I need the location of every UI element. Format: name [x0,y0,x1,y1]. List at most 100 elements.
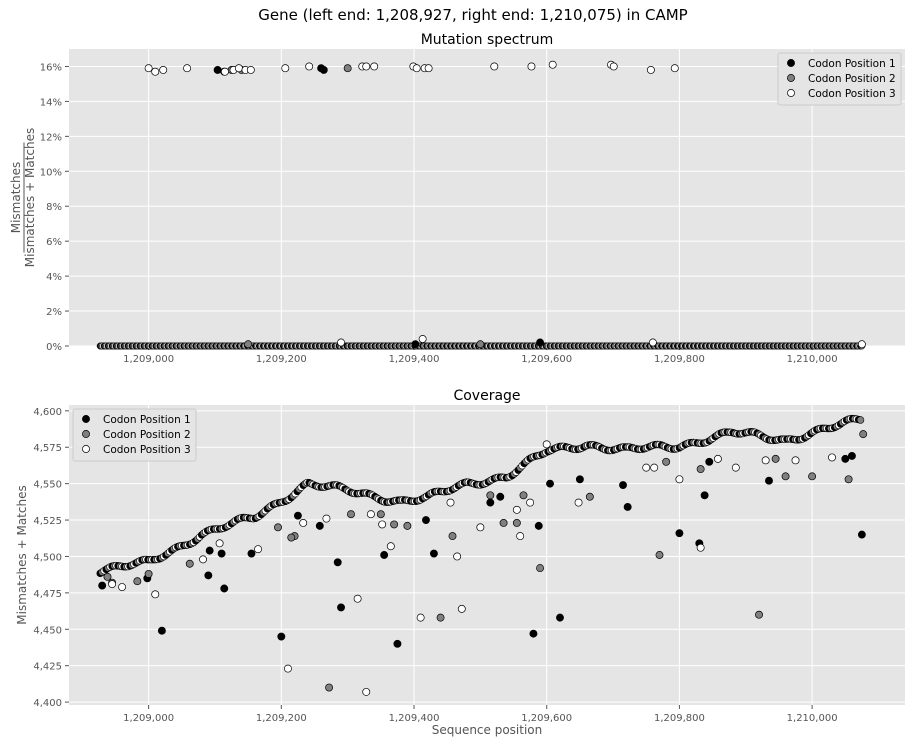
legend-label-codon-position-3: Codon Position 3 [103,444,191,456]
codon-position-1-point [429,549,438,558]
codon-position-2-point [755,610,763,619]
codon-position-1-point [337,603,345,612]
legend-label-codon-position-1: Codon Position 1 [808,58,896,70]
codon-position-3-point [151,590,160,599]
codon-position-3-point [305,62,314,71]
codon-position-1-point [205,546,214,555]
legend-marker-codon-position-3 [787,89,795,97]
y-tick-label: 0% [46,342,62,353]
codon-position-2-point [343,64,352,73]
y-tick-label: 4,400 [33,698,62,709]
x-tick-label: 1,209,600 [521,713,572,724]
codon-position-1-point [536,338,545,347]
figure-suptitle: Gene (left end: 1,208,927, right end: 1,… [258,6,687,24]
legend-label-codon-position-2: Codon Position 2 [103,429,191,441]
y-tick-label: 4,600 [33,407,62,418]
codon-position-3-point [446,498,455,507]
codon-position-2-point [519,491,528,500]
codon-position-3-point [648,338,657,347]
codon-position-3-point [118,583,127,591]
codon-position-2-point [390,520,399,529]
y-axis-label: Mismatches + Matches [15,485,29,624]
codon-position-3-point [761,456,770,465]
plot-area [69,405,905,705]
y-tick-label: 4,525 [33,516,62,527]
codon-position-1-point [204,571,213,580]
x-tick-label: 1,209,400 [389,354,440,365]
codon-position-1-point [393,639,402,648]
codon-position-1-point [333,558,342,567]
x-tick-label: 1,209,200 [256,354,307,365]
y-axis-label-numerator: Mismatches [9,162,23,234]
codon-position-3-point [246,66,255,74]
codon-position-1-point [496,492,505,501]
y-tick-label: 4,450 [33,625,62,636]
codon-position-3-point [281,64,290,73]
codon-position-3-point [362,62,371,71]
codon-position-3-point [418,335,427,343]
x-tick-label: 1,209,800 [654,354,705,365]
codon-position-2-point [499,519,508,527]
y-tick-label: 4,550 [33,480,62,491]
y-tick-label: 4,425 [33,662,62,673]
codon-position-2-point [133,577,142,586]
codon-position-1-point [98,581,107,590]
codon-position-3-point [490,62,499,71]
codon-position-3-point [516,532,525,541]
codon-position-2-point [287,533,296,542]
x-tick-label: 1,209,200 [256,713,307,724]
codon-position-2-point [244,340,253,349]
codon-position-3-point [650,463,659,472]
trend-point [856,416,865,424]
codon-position-2-point [536,564,545,573]
y-tick-label: 14% [40,97,62,108]
legend-marker-codon-position-2 [82,430,90,438]
codon-position-2-point [325,683,334,692]
codon-position-3-point [353,594,362,603]
codon-position-3-point [362,687,371,696]
legend-marker-codon-position-1 [787,59,795,67]
codon-position-3-point [220,67,229,76]
codon-position-3-point [857,340,866,349]
codon-position-2-point [771,454,780,463]
codon-position-1-point [315,521,324,530]
codon-position-1-point [217,549,226,558]
codon-position-1-point [623,502,632,511]
codon-position-3-point [144,64,153,73]
codon-position-1-point [529,629,538,638]
codon-position-3-point [542,440,551,449]
codon-position-1-point [319,66,328,74]
chart-title: Coverage [453,388,520,404]
codon-position-2-point [512,519,521,527]
y-tick-label: 8% [46,202,62,213]
codon-position-1-point [575,475,584,484]
x-tick-label: 1,209,000 [123,713,174,724]
codon-position-3-point [378,520,387,529]
codon-position-2-point [808,472,817,481]
legend: Codon Position 1 Codon Position 2 Codon Po… [777,52,902,106]
y-tick-label: 12% [40,132,62,143]
codon-position-3-point [675,475,684,484]
codon-position-3-point [366,510,375,519]
y-tick-label: 2% [46,307,62,318]
codon-position-1-point [213,66,222,74]
legend-box [72,408,197,462]
codon-position-3-point [412,64,421,73]
codon-position-1-point [700,491,709,500]
codon-position-2-point [859,430,868,439]
legend-label-codon-position-2: Codon Position 2 [808,73,896,85]
codon-position-2-point [662,457,671,466]
codon-position-1-point [556,613,564,622]
codon-position-2-point [448,532,457,541]
codon-position-3-point [108,580,117,589]
codon-position-1-point [422,516,430,524]
legend-marker-codon-position-2 [787,74,795,82]
codon-position-2-point [655,551,664,559]
codon-position-2-point [476,340,485,349]
x-tick-label: 1,210,000 [787,354,838,365]
codon-position-2-point [436,613,445,622]
codon-position-1-point [411,340,420,349]
codon-position-3-point [646,66,655,74]
